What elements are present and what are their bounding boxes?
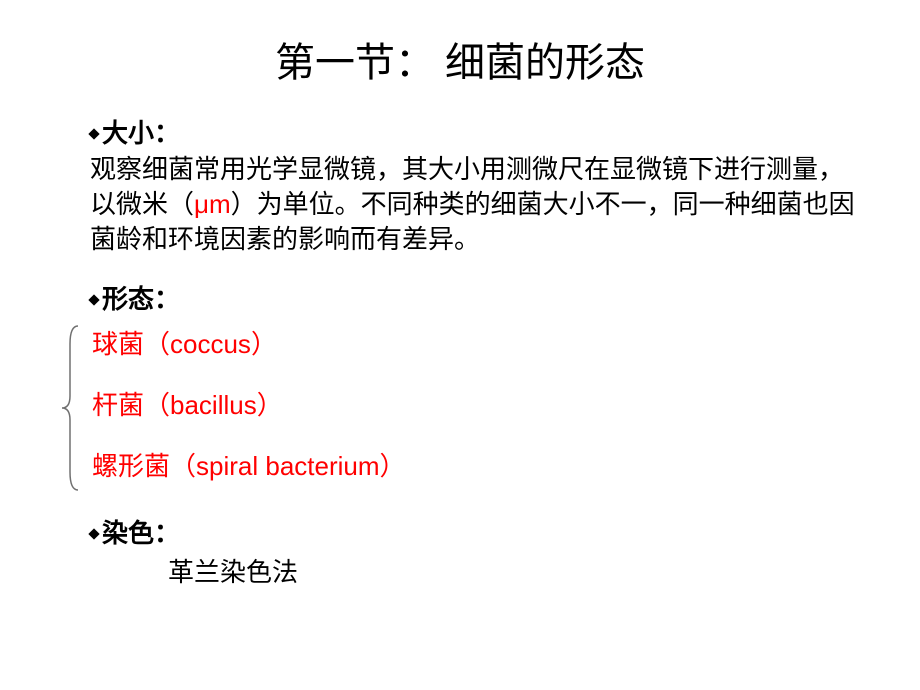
morphology-item: 杆菌（bacillus） <box>90 385 860 422</box>
morph-suffix-2: ） <box>380 452 406 481</box>
size-header-text: 大小： <box>102 113 180 150</box>
stain-header: 染色： <box>90 513 860 550</box>
morph-en-2: spiral bacterium <box>196 451 380 481</box>
bullet-diamond-icon <box>88 528 99 539</box>
morph-en-0: coccus <box>170 329 251 359</box>
slide-content: 大小： 观察细菌常用光学显微镜，其大小用测微尺在显微镜下进行测量，以微米（μm）… <box>0 113 920 589</box>
morph-en-1: bacillus <box>170 390 257 420</box>
morphology-item: 球菌（coccus） <box>90 324 860 361</box>
morphology-list: 球菌（coccus） 杆菌（bacillus） 螺形菌（spiral bacte… <box>90 324 860 483</box>
morph-suffix-0: ） <box>251 330 277 359</box>
size-header: 大小： <box>90 113 860 150</box>
morphology-header-text: 形态： <box>102 279 180 316</box>
morph-cn-2: 螺形菌（ <box>92 452 196 481</box>
slide-title: 第一节： 细菌的形态 <box>0 0 920 113</box>
bullet-diamond-icon <box>88 128 99 139</box>
morph-suffix-1: ） <box>257 391 283 420</box>
stain-body: 革兰染色法 <box>90 552 860 589</box>
bullet-diamond-icon <box>88 294 99 305</box>
stain-header-text: 染色： <box>102 513 180 550</box>
size-unit: μm <box>194 189 231 219</box>
morph-cn-0: 球菌（ <box>92 330 170 359</box>
stain-section: 染色： 革兰染色法 <box>90 513 860 589</box>
morphology-item: 螺形菌（spiral bacterium） <box>90 446 860 483</box>
bracket-icon <box>60 324 80 492</box>
morph-cn-1: 杆菌（ <box>92 391 170 420</box>
morphology-header: 形态： <box>90 279 860 316</box>
size-body: 观察细菌常用光学显微镜，其大小用测微尺在显微镜下进行测量，以微米（μm）为单位。… <box>90 152 860 257</box>
